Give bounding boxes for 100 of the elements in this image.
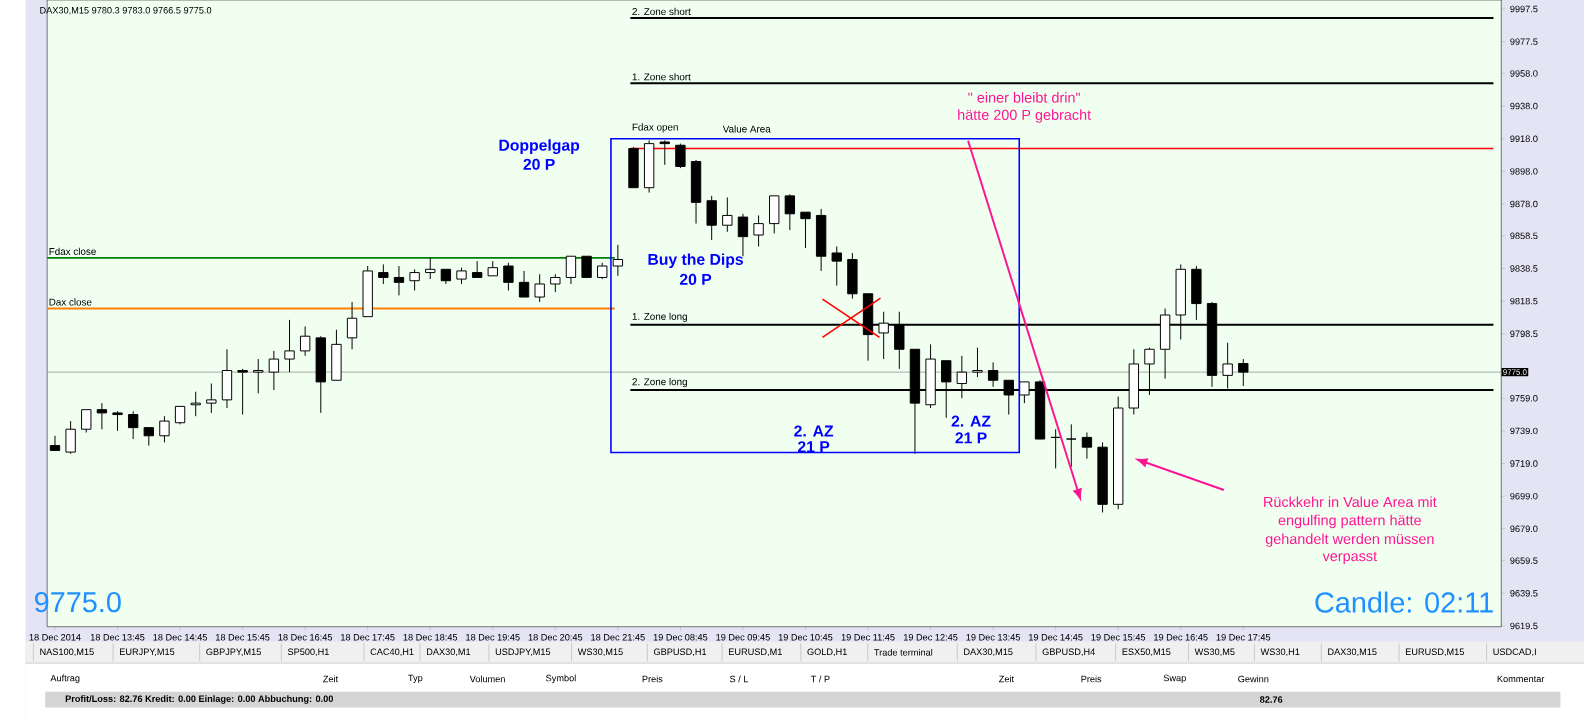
y-tick-label: 9639.5 (1510, 589, 1538, 597)
text: EURUSD,M1 (729, 648, 782, 657)
y-tick-label: 9958.0 (1510, 70, 1538, 77)
candlestick (831, 245, 842, 287)
x-tick-label: 18 Dec 14:45 (153, 633, 207, 641)
candlestick (847, 252, 858, 300)
annotation: verpasst (1322, 551, 1377, 564)
candlestick (643, 139, 655, 193)
candlestick (299, 325, 311, 357)
y-tick-label: 9759.0 (1510, 394, 1538, 402)
candlestick (1097, 441, 1108, 513)
candlestick (800, 211, 811, 249)
text: Gewinn (1238, 675, 1269, 683)
text: WS30,H1 (1260, 648, 1300, 657)
annotation: 2. AZ (951, 415, 991, 427)
x-tick-label: 18 Dec 2014 (29, 633, 81, 641)
y-tick-label: 9938.0 (1510, 102, 1538, 110)
annotation: 21 P (797, 441, 830, 453)
text: WS30,M15 (577, 648, 623, 657)
text: SP500,H1 (287, 648, 329, 657)
candlestick (346, 301, 358, 350)
candlestick (96, 402, 108, 430)
text: Auftrag (50, 674, 80, 684)
annotation: hätte 200 P gebracht (958, 109, 1092, 123)
candlestick (440, 268, 452, 285)
y-tick-label: 9798.5 (1510, 330, 1538, 337)
candlestick (1081, 431, 1093, 460)
x-tick-label: 19 Dec 16:45 (1154, 633, 1208, 641)
x-tick-label: 18 Dec 19:45 (466, 633, 520, 641)
y-tick-label: 9898.0 (1510, 168, 1538, 175)
y-tick-label: 9679.0 (1510, 525, 1538, 532)
candlestick (174, 405, 186, 425)
text: Preis (642, 675, 663, 683)
text: GOLD,H1 (807, 648, 847, 657)
x-tick-label: 19 Dec 17:45 (1216, 633, 1271, 641)
candlestick (221, 348, 233, 409)
candlestick (81, 409, 92, 433)
candlestick (487, 260, 498, 277)
text: WS30,M5 (1194, 648, 1235, 657)
candlestick (690, 159, 702, 224)
text: 82.76 (1259, 696, 1283, 703)
text: USDCAD,I (1493, 648, 1536, 657)
ref-line-label: Dax close (49, 298, 92, 306)
y-tick-label: 9739.0 (1510, 427, 1538, 435)
y-tick-label: 9719.0 (1510, 460, 1538, 467)
text: DAX30,M1 (426, 648, 471, 657)
y-tick-label: 9659.5 (1510, 557, 1538, 564)
candlestick (753, 214, 764, 247)
text: T / P (810, 675, 830, 683)
y-tick-label: 9858.5 (1510, 232, 1538, 239)
ref-line-label: 2. Zone long (632, 377, 687, 388)
x-tick-label: 18 Dec 20:45 (528, 633, 583, 641)
y-tick-label: 9838.5 (1510, 265, 1538, 272)
candlestick (65, 420, 76, 455)
candlestick (815, 208, 827, 272)
y-tick-label: 9997.5 (1510, 5, 1538, 13)
candlestick (237, 368, 248, 415)
annotation: " einer bleibt drin" (968, 92, 1080, 103)
ref-line-label: Fdax close (49, 247, 96, 255)
candlestick (1238, 358, 1249, 387)
candlestick (378, 263, 389, 285)
candlestick (206, 382, 217, 414)
ref-line-label: 1. Zone short (632, 73, 691, 81)
candlestick (972, 347, 983, 378)
annotation: 9775.0 (35, 591, 121, 613)
text: CAC40,H1 (370, 648, 414, 657)
y-tick-label: 9918.0 (1510, 135, 1538, 142)
annotation: Doppelgap (499, 139, 580, 154)
candlestick (784, 193, 796, 231)
candlestick (456, 267, 467, 285)
annotation: 2. AZ (794, 425, 834, 437)
x-tick-label: 19 Dec 12:45 (903, 633, 958, 641)
candlestick (628, 146, 639, 189)
text: USDJPY,M15 (495, 648, 551, 657)
annotation: 21 P (955, 432, 987, 444)
text: Zeit (323, 675, 339, 683)
x-tick-label: 18 Dec 16:45 (278, 633, 333, 641)
x-tick-label: 18 Dec 18:45 (403, 633, 458, 641)
annotation: 20 P (679, 273, 712, 285)
candlestick (518, 270, 530, 298)
text: S / L (729, 675, 749, 683)
y-tick-label: 9977.5 (1510, 38, 1538, 45)
candlestick (284, 319, 295, 373)
candlestick (315, 335, 326, 414)
candlestick (362, 265, 373, 318)
candlestick (550, 273, 561, 293)
candlestick (987, 361, 999, 388)
text: Typ (408, 674, 423, 683)
ref-line-label: 2. Zone short (632, 7, 691, 15)
candlestick (612, 244, 624, 277)
text: Symbol (546, 674, 576, 684)
text: EURUSD,M15 (1405, 648, 1464, 657)
text: GBPUSD,H4 (1042, 648, 1095, 657)
candlestick (471, 260, 483, 278)
x-tick-label: 18 Dec 13:45 (90, 633, 145, 641)
y-tick-label: 9699.0 (1510, 492, 1538, 500)
candlestick (503, 262, 514, 291)
candlestick (659, 139, 670, 166)
candlestick (769, 195, 780, 234)
text: NAS100,M15 (40, 648, 94, 657)
